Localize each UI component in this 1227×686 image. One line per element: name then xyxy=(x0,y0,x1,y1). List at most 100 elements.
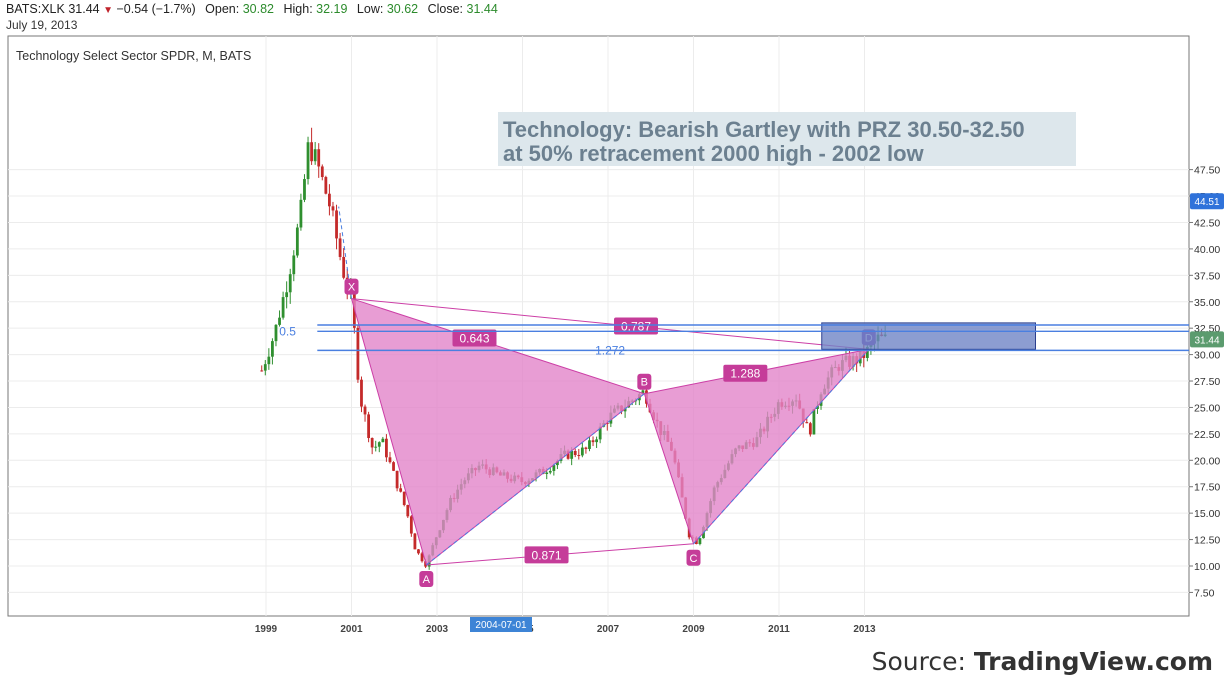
candle-body xyxy=(335,210,338,239)
point-label: A xyxy=(423,574,431,586)
x-tick-label: 2011 xyxy=(768,624,790,635)
candle-body xyxy=(413,533,417,550)
candle-body xyxy=(641,390,645,395)
point-label: C xyxy=(690,553,698,565)
point-marker-x xyxy=(344,278,359,295)
price-tag-label: 31.44 xyxy=(1194,335,1219,346)
prz-box xyxy=(821,322,1036,350)
ratio-badge xyxy=(614,317,659,335)
crosshair-date: 2004-07-01 xyxy=(475,620,527,631)
candle-body xyxy=(392,462,395,471)
candle-body xyxy=(399,488,403,492)
candle-body xyxy=(388,457,392,463)
candle-body xyxy=(865,346,869,358)
candle-body xyxy=(271,341,274,357)
ratio-label: 1.288 xyxy=(730,367,760,381)
candle-body xyxy=(292,255,296,275)
candle-body xyxy=(584,447,588,449)
y-tick-label: 37.50 xyxy=(1194,270,1220,282)
candle-body xyxy=(417,549,420,554)
x-tick-label: 1999 xyxy=(255,624,278,635)
candle-body xyxy=(331,206,335,211)
point-label: B xyxy=(641,377,648,389)
candle-body xyxy=(285,292,289,298)
candle-body xyxy=(812,408,816,435)
candle-body xyxy=(313,149,317,162)
price-tag xyxy=(1190,331,1224,348)
candle-body xyxy=(595,439,598,443)
point-marker-a xyxy=(419,570,434,587)
candle-body xyxy=(320,166,324,178)
candle-body xyxy=(385,438,388,458)
y-tick-label: 25.00 xyxy=(1194,402,1220,414)
candle-body xyxy=(360,379,363,407)
x-tick-label: 2009 xyxy=(682,624,705,635)
point-label: X xyxy=(348,282,356,294)
candle-body xyxy=(548,470,552,473)
ratio-label: 0.871 xyxy=(532,548,562,562)
close-value: 31.44 xyxy=(466,2,498,16)
candle-body xyxy=(356,327,360,380)
triangle-xab xyxy=(350,297,646,566)
ratio-badge xyxy=(452,329,497,347)
y-tick-label: 42.50 xyxy=(1194,217,1220,229)
candle-body xyxy=(808,423,812,435)
quote-date: July 19, 2013 xyxy=(6,18,78,32)
axes: 199920012003200520072009201120137.5010.0… xyxy=(255,165,1224,635)
candle-body xyxy=(370,438,374,448)
candle-body xyxy=(328,193,331,207)
candle-body xyxy=(363,406,367,415)
candle-body xyxy=(295,227,299,256)
y-tick-label: 30.00 xyxy=(1194,350,1220,362)
annotation-line-2: at 50% retracement 2000 high - 2002 low xyxy=(503,141,925,166)
close-label: Close: xyxy=(427,2,464,16)
high-label: High: xyxy=(283,2,313,16)
candle-body xyxy=(281,297,285,318)
y-tick-label: 12.50 xyxy=(1194,535,1220,547)
symbol[interactable]: BATS:XLK xyxy=(6,2,65,16)
change: −0.54 (−1.7%) xyxy=(116,2,196,16)
candle-body xyxy=(288,274,292,293)
chart-title: Technology Select Sector SPDR, M, BATS xyxy=(16,49,251,63)
last-price: 31.44 xyxy=(68,2,100,16)
candle-body xyxy=(573,450,577,456)
point-marker-c xyxy=(686,549,701,566)
x-tick-label: 2003 xyxy=(426,624,449,635)
candle-body xyxy=(299,199,303,228)
point-marker-b xyxy=(637,373,652,390)
y-tick-label: 17.50 xyxy=(1194,482,1220,494)
candle-body xyxy=(260,370,264,372)
candle-body xyxy=(267,356,271,365)
candle-body xyxy=(598,426,602,440)
crosshair-date-tag: 2004-07-01 xyxy=(470,617,532,632)
candle-body xyxy=(566,450,570,459)
y-tick-label: 7.50 xyxy=(1194,587,1215,599)
x-tick-label: 2001 xyxy=(340,624,363,635)
candle-body xyxy=(409,516,413,534)
y-tick-label: 27.50 xyxy=(1194,376,1220,388)
candle-body xyxy=(605,422,609,424)
candle-body xyxy=(698,538,702,545)
candle-body xyxy=(310,142,313,162)
candle-body xyxy=(377,442,381,447)
high-value: 32.19 xyxy=(316,2,348,16)
y-tick-label: 47.50 xyxy=(1194,165,1220,177)
candle-body xyxy=(591,440,595,443)
price-tag-label: 44.51 xyxy=(1194,197,1219,208)
candle-body xyxy=(577,455,581,457)
candle-body xyxy=(556,460,559,466)
candle-body xyxy=(367,414,370,439)
source-caption: Source: TradingView.com xyxy=(872,647,1213,676)
candle-body xyxy=(545,472,549,474)
down-arrow-icon: ▼ xyxy=(103,5,113,16)
source-brand: TradingView.com xyxy=(973,647,1213,676)
candle-body xyxy=(263,364,267,371)
candle-body xyxy=(317,149,321,167)
ratio-badge xyxy=(524,546,569,564)
y-tick-label: 15.00 xyxy=(1194,508,1220,520)
candle-body xyxy=(274,324,278,342)
low-label: Low: xyxy=(356,2,384,16)
y-tick-label: 40.00 xyxy=(1194,244,1220,256)
